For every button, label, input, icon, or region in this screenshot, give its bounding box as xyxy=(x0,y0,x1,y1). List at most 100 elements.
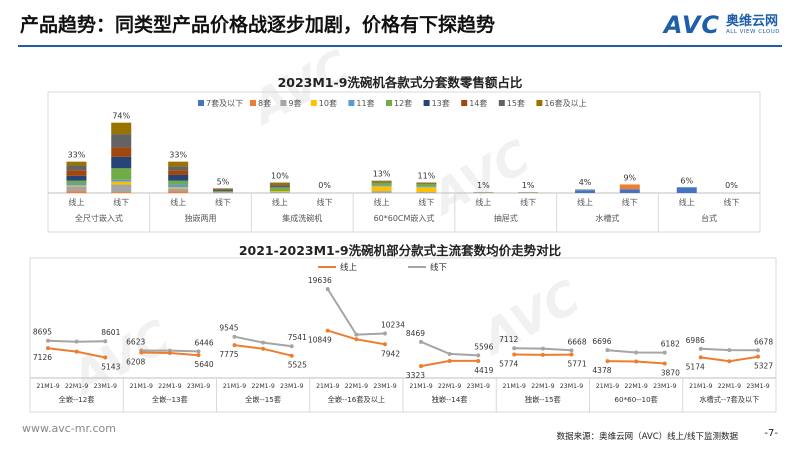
online-point xyxy=(139,350,144,355)
online-value-label: 5174 xyxy=(686,362,705,371)
bar-segment xyxy=(66,161,87,166)
bar-total-label: 1% xyxy=(477,181,490,190)
offline-value-label: 8695 xyxy=(33,328,52,337)
legend-label: 线上 xyxy=(340,262,358,273)
offline-point xyxy=(727,348,732,353)
group-label: 台式 xyxy=(701,213,717,223)
logo-cn-text: 奥维云网 xyxy=(726,14,779,29)
bar-segment xyxy=(619,189,640,193)
x-tick-label: 22M1-9 xyxy=(345,383,368,390)
x-tick-label: 22M1-9 xyxy=(531,383,554,390)
legend-label: 14套 xyxy=(469,98,487,108)
offline-value-label: 6986 xyxy=(686,336,705,345)
group-label: 水槽式--7套及以下 xyxy=(699,395,759,404)
bar-segment xyxy=(168,188,189,192)
bar-total-label: 74% xyxy=(112,112,130,121)
online-point xyxy=(103,355,108,360)
group-label: 60*60CM嵌入式 xyxy=(374,213,435,223)
bar-total-label: 9% xyxy=(623,173,636,182)
offline-point xyxy=(662,350,667,355)
bar-category-label: 线下 xyxy=(622,197,638,207)
offline-value-label: 7112 xyxy=(499,335,518,344)
x-tick-label: 23M1-9 xyxy=(467,383,490,390)
bar-category-label: 线上 xyxy=(68,197,84,207)
online-value-label: 3323 xyxy=(406,371,425,380)
bar-segment xyxy=(66,186,87,192)
group-label: 独嵌--14套 xyxy=(432,395,468,404)
x-tick-label: 21M1-9 xyxy=(36,383,59,390)
online-value-label: 7126 xyxy=(33,353,52,362)
group-label: 水槽式 xyxy=(595,213,619,223)
bar-segment xyxy=(269,185,290,187)
x-tick-label: 23M1-9 xyxy=(560,383,583,390)
bar-total-label: 0% xyxy=(725,181,738,190)
bar-segment xyxy=(212,192,233,193)
bar-total-label: 10% xyxy=(271,172,289,181)
legend-swatch xyxy=(250,100,256,106)
legend-label: 16套及以上 xyxy=(544,98,586,108)
bar-segment xyxy=(269,182,290,185)
bar-segment xyxy=(269,187,290,192)
legend-label: 15套 xyxy=(507,98,525,108)
x-tick-label: 21M1-9 xyxy=(316,383,339,390)
online-point xyxy=(74,349,79,354)
legend-swatch xyxy=(498,100,505,106)
x-tick-label: 22M1-9 xyxy=(438,383,461,390)
bar-segment xyxy=(111,179,132,182)
bar-category-label: 线上 xyxy=(170,197,186,207)
online-point xyxy=(540,352,545,357)
bar-segment xyxy=(371,185,392,187)
x-tick-label: 22M1-9 xyxy=(624,383,647,390)
offline-value-label: 6668 xyxy=(568,337,587,346)
offline-point xyxy=(325,287,330,292)
group-label: 全嵌--16套及以上 xyxy=(328,395,385,404)
bar-segment xyxy=(66,180,87,184)
bar-segment xyxy=(676,187,697,193)
online-point xyxy=(232,343,237,348)
bar-segment xyxy=(269,184,290,186)
offline-line xyxy=(326,288,386,336)
legend-swatch xyxy=(280,100,287,106)
bar-segment xyxy=(111,134,132,148)
online-value-label: 5143 xyxy=(101,363,120,372)
online-value-label: 5640 xyxy=(195,360,214,369)
offline-value-label: 6696 xyxy=(592,337,611,346)
x-tick-label: 23M1-9 xyxy=(746,383,769,390)
offline-point xyxy=(289,344,294,349)
line-chart-title: 2021-2023M1-9洗碗机部分款式主流套数均价走势对比 xyxy=(238,243,562,258)
online-point xyxy=(756,354,760,359)
online-point xyxy=(727,359,732,364)
bar-category-label: 线下 xyxy=(418,197,434,207)
online-point xyxy=(447,358,452,363)
online-point xyxy=(167,351,172,355)
offline-value-label: 6182 xyxy=(661,340,680,349)
bar-segment xyxy=(371,191,392,193)
offline-point xyxy=(46,338,50,343)
footer-url: www.avc-mr.com xyxy=(22,422,116,435)
bar-segment xyxy=(212,191,233,193)
bar-segment xyxy=(168,191,189,193)
plot-border xyxy=(47,91,761,233)
legend-swatch xyxy=(536,100,543,106)
offline-value-label: 19636 xyxy=(308,276,332,285)
group-label: 独嵌--15套 xyxy=(525,395,561,404)
offline-point xyxy=(569,348,574,353)
offline-point xyxy=(232,334,237,339)
x-tick-label: 21M1-9 xyxy=(130,383,153,390)
offline-point xyxy=(512,346,517,351)
bar-category-label: 线上 xyxy=(475,197,491,207)
bar-segment xyxy=(269,186,290,188)
stacked-bar-chart: 7套及以下 8套 9套 10套 11套 12套 13套 14套 15套 16套及以上 33% 线上 74… xyxy=(47,91,761,233)
bar-category-label: 线下 xyxy=(113,197,129,207)
bar-segment xyxy=(212,189,233,191)
offline-value-label: 8469 xyxy=(406,329,425,338)
bar-segment xyxy=(212,190,233,192)
legend-swatch xyxy=(348,100,355,106)
online-point xyxy=(261,346,266,351)
offline-value-label: 7541 xyxy=(288,333,307,342)
online-value-label: 4419 xyxy=(474,366,493,375)
x-tick-label: 22M1-9 xyxy=(158,383,181,390)
bar-total-label: 5% xyxy=(217,177,230,186)
offline-point xyxy=(540,346,545,351)
legend-label: 9套 xyxy=(288,98,301,108)
